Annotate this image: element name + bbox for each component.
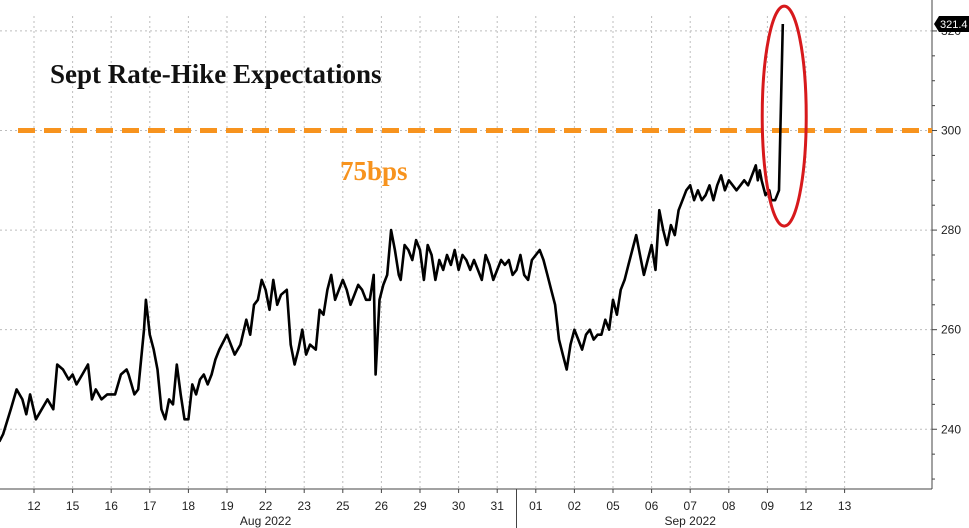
- x-tick-label: 05: [606, 499, 620, 513]
- series-group: [0, 23, 785, 443]
- month-label: Aug 2022: [240, 514, 292, 528]
- x-tick-label: 15: [66, 499, 80, 513]
- x-tick-label: 22: [259, 499, 273, 513]
- x-tick-label: 30: [452, 499, 466, 513]
- x-tick-label: 08: [722, 499, 736, 513]
- x-tick-label: 13: [838, 499, 852, 513]
- x-tick-label: 12: [27, 499, 41, 513]
- x-tick-label: 31: [491, 499, 505, 513]
- x-tick-label: 16: [105, 499, 119, 513]
- x-tick-label: 07: [684, 499, 698, 513]
- x-tick-label: 09: [761, 499, 775, 513]
- y-tick-label: 280: [941, 223, 961, 237]
- month-label: Sep 2022: [665, 514, 717, 528]
- x-tick-label: 12: [799, 499, 813, 513]
- reference-line-label: 75bps: [340, 156, 408, 186]
- x-tick-label: 25: [336, 499, 350, 513]
- chart-title: Sept Rate-Hike Expectations: [50, 59, 381, 89]
- last-value-badge: [934, 15, 969, 32]
- x-tick-label: 23: [298, 499, 312, 513]
- x-tick-label: 26: [375, 499, 389, 513]
- x-tick-label: 01: [529, 499, 543, 513]
- labels: Sept Rate-Hike Expectations 75bps: [50, 59, 408, 186]
- last-value-label: 321.4: [940, 19, 968, 31]
- series-line: [0, 23, 785, 443]
- x-tick-label: 19: [220, 499, 234, 513]
- y-tick-label: 260: [941, 323, 961, 337]
- x-tick-label: 29: [413, 499, 427, 513]
- x-tick-label: 18: [182, 499, 196, 513]
- y-tick-label: 300: [941, 124, 961, 138]
- x-tick-label: 17: [143, 499, 157, 513]
- y-tick-label: 240: [941, 422, 961, 436]
- x-tick-label: 02: [568, 499, 582, 513]
- highlight-group: [760, 4, 808, 228]
- highlight-ellipse: [760, 4, 808, 228]
- x-tick-label: 06: [645, 499, 659, 513]
